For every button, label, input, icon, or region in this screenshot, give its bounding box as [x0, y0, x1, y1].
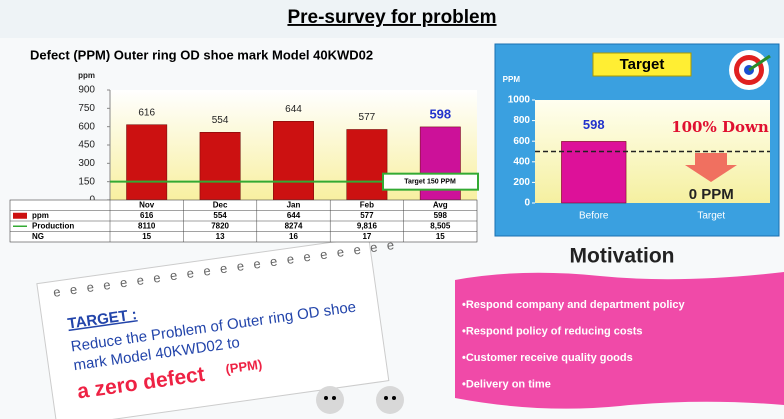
slide: Pre-survey for problem Defect (PPM) Oute… — [0, 0, 784, 419]
value-label: 0 PPM — [689, 186, 734, 203]
table-cell: 16 — [289, 232, 298, 241]
y-tick-label: 450 — [78, 140, 95, 151]
table-cell: 15 — [436, 232, 445, 241]
chart-title: Target — [620, 56, 665, 73]
y-tick-label: 600 — [513, 136, 530, 147]
value-label: 554 — [212, 115, 229, 126]
value-label: 598 — [429, 106, 451, 121]
bar — [200, 132, 240, 200]
y-tick-label: 750 — [78, 103, 95, 114]
value-label: 598 — [583, 117, 605, 132]
table-cell: 8274 — [285, 221, 303, 230]
x-tick-label: Target — [697, 211, 725, 222]
table-cell: 577 — [360, 211, 374, 220]
table-cell: 17 — [362, 232, 371, 241]
table-cell: 15 — [142, 232, 151, 241]
mascots — [316, 386, 404, 414]
bar — [127, 125, 167, 200]
x-tick-label: Dec — [213, 200, 228, 209]
table-cell: 7820 — [211, 221, 229, 230]
y-axis-label: ppm — [78, 71, 95, 80]
motivation-item: •Respond policy of reducing costs — [462, 325, 643, 337]
legend-swatch — [13, 213, 27, 219]
motivation-title: Motivation — [570, 245, 675, 268]
y-axis-label: PPM — [503, 75, 521, 84]
table-cell: 644 — [287, 211, 301, 220]
legend-label: ppm — [32, 211, 49, 220]
bar — [347, 129, 387, 200]
table-row-label: Production — [32, 221, 74, 230]
x-tick-label: Nov — [139, 200, 155, 209]
table-cell: 8,505 — [430, 221, 451, 230]
motivation-item: •Delivery on time — [462, 378, 551, 390]
x-tick-label: Feb — [360, 200, 374, 209]
y-tick-label: 400 — [513, 156, 530, 167]
value-label: 577 — [359, 112, 376, 123]
y-tick-label: 1000 — [508, 95, 531, 106]
motivation-item: •Respond company and department policy — [462, 299, 686, 311]
x-tick-label: Avg — [433, 200, 448, 209]
value-label: 616 — [138, 107, 155, 118]
y-tick-label: 600 — [78, 121, 95, 132]
target-note: e e e e e e e e e e e e e e e e e e e e … — [37, 233, 416, 419]
y-tick-label: 900 — [78, 85, 95, 96]
reference-label: Target 150 PPM — [404, 179, 456, 186]
table-cell: 8110 — [138, 221, 156, 230]
table-cell: 598 — [434, 211, 448, 220]
y-tick-label: 200 — [513, 177, 530, 188]
table-cell: 13 — [216, 232, 225, 241]
chart-title: Defect (PPM) Outer ring OD shoe mark Mod… — [30, 47, 373, 62]
x-tick-label: Jan — [287, 200, 301, 209]
table-cell: 616 — [140, 211, 154, 220]
x-tick-label: Before — [579, 211, 609, 222]
value-label: 644 — [285, 104, 302, 115]
table-cell: 9,816 — [357, 221, 378, 230]
table-row-label: NG — [32, 232, 44, 241]
y-tick-label: 800 — [513, 115, 530, 126]
y-tick-label: 300 — [78, 158, 95, 169]
motivation-item: •Customer receive quality goods — [462, 352, 633, 364]
y-tick-label: 150 — [78, 176, 95, 187]
slide-title: Pre-survey for problem — [287, 7, 496, 28]
y-tick-label: 0 — [524, 198, 530, 209]
annotation: 100% Down — [671, 118, 769, 136]
table-cell: 554 — [213, 211, 227, 220]
bar — [273, 121, 313, 200]
bar — [561, 141, 626, 203]
